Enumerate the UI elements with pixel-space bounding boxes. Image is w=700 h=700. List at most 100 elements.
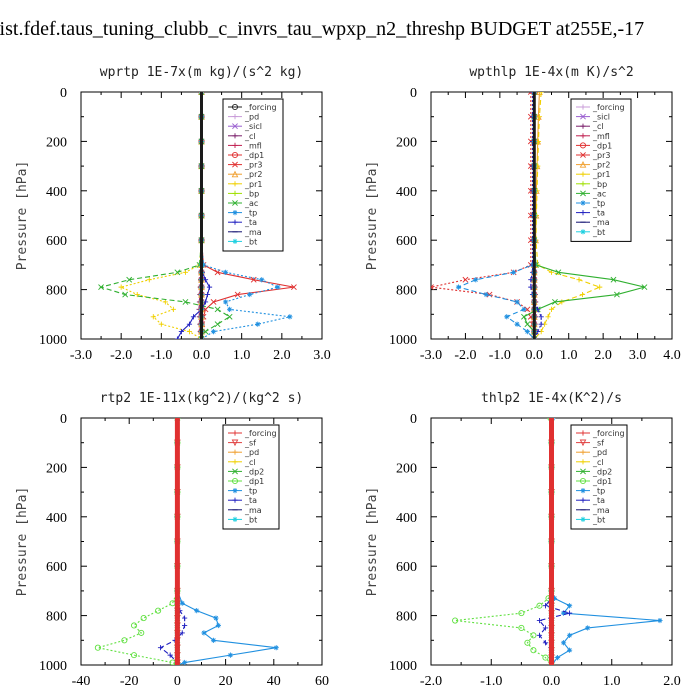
data-point-ac [202,328,209,335]
data-point-pr3 [431,284,434,291]
y-tick-label: 1000 [39,333,67,348]
data-point-ta [536,632,543,638]
legend-marker [232,488,238,494]
data-point-ta [186,321,193,327]
data-point-pr1 [536,114,543,120]
data-point-tp [223,299,229,305]
data-point-ta [536,617,543,624]
data-point-ta [538,314,544,320]
data-point-tp [566,632,573,638]
legend-marker [232,133,238,139]
y-tick-label: 1000 [39,659,67,674]
legend-label: _forcing [244,103,277,112]
chart-panel-4: thlp2 1E-4x(K^2)/s Pressure [hPa] 0 200 400 6… [365,391,681,689]
data-point-tp [194,608,200,614]
x-tick-label: -2.0 [454,348,476,363]
legend-label: _bp [592,180,607,189]
data-point-dp1 [94,644,101,651]
data-point-pr1 [545,314,551,320]
data-point-tp [514,299,520,305]
data-point-dp1 [524,639,531,646]
data-point-ac [226,313,233,320]
legend-label: _bt [592,228,605,237]
data-point-ac [555,269,562,276]
y-axis-label: Pressure [hPa] [365,161,380,271]
legend-label: _dp1 [592,477,612,486]
data-point-ta [206,284,213,290]
legend-label: _pr3 [244,161,262,170]
data-point-dp1 [530,632,537,639]
legend-marker [580,430,586,436]
x-tick-label: 1.0 [233,348,251,363]
data-point-tp [514,321,520,327]
legend-marker [232,210,238,216]
legend-marker [580,152,586,158]
data-point-ta [538,321,544,327]
legend-label: _tp [592,487,605,496]
legend-label: _tp [244,209,257,218]
legend-marker [580,488,586,494]
data-point-pr1 [158,321,164,327]
legend-marker [231,170,239,178]
legend-marker [580,210,586,216]
data-point-dp1 [452,617,459,624]
data-point-dp1 [140,615,147,622]
data-point-tp [213,615,219,621]
data-point-ac [98,284,105,291]
data-point-tp [273,645,279,651]
y-tick-label: 600 [46,560,67,575]
legend: _forcing_sf_pd_cl_dp2_dp1_tp_ta_ma_bt [570,424,628,530]
data-point-ac [214,306,221,313]
legend-marker [232,123,238,130]
data-point-ta [542,640,549,646]
x-tick-label: -3.0 [420,348,442,363]
legend-label: _ta [592,496,605,505]
series-line-pr3 [431,92,535,339]
legend-label: _ac [592,189,606,198]
y-tick-label: 800 [396,610,417,625]
x-tick-label: -3.0 [70,348,92,363]
y-tick-label: 200 [396,135,417,150]
data-point-tp [210,328,217,335]
y-tick-label: 1000 [389,659,417,674]
data-point-tp [275,284,281,290]
legend-label: _dp1 [244,477,264,486]
data-point-ta [182,615,188,621]
legend-marker [231,439,239,447]
legend-label: _cl [244,458,256,467]
y-tick-label: 0 [60,86,67,101]
legend-label: _cl [592,122,604,131]
series-line-dp1 [97,418,178,665]
legend-label: _forcing [592,429,625,438]
series-line-pr1 [533,92,602,339]
y-tick-label: 800 [46,284,67,299]
y-tick-label: 200 [46,461,67,476]
data-point-tp [566,603,573,609]
data-point-ac [174,269,181,276]
data-point-tp [554,654,561,661]
x-tick-label: -1.0 [480,674,502,689]
legend-label: _sf [592,439,604,448]
data-point-ta [542,603,549,609]
legend-label: _pr1 [592,170,610,179]
legend-label: _tp [244,487,257,496]
data-point-ac [214,321,221,328]
legend-marker [580,516,586,522]
legend-marker [232,497,238,503]
data-point-pr1 [186,328,193,335]
data-point-tp [524,328,530,335]
legend-marker [232,449,238,455]
y-tick-label: 400 [46,185,67,200]
data-point-dp1 [138,629,145,636]
y-tick-label: 1000 [389,333,417,348]
y-tick-label: 200 [46,135,67,150]
chart-title: wpthlp 1E-4x(m K)/s^2 [469,65,633,80]
legend-label: _ta [244,218,257,227]
legend-marker [579,142,587,149]
legend-label: _mfl [244,141,262,150]
series-group [452,418,663,665]
x-tick-label: 1.0 [560,348,578,363]
x-tick-label: -20 [120,674,139,689]
legend-marker [231,477,239,485]
data-point-dp1 [530,647,537,654]
